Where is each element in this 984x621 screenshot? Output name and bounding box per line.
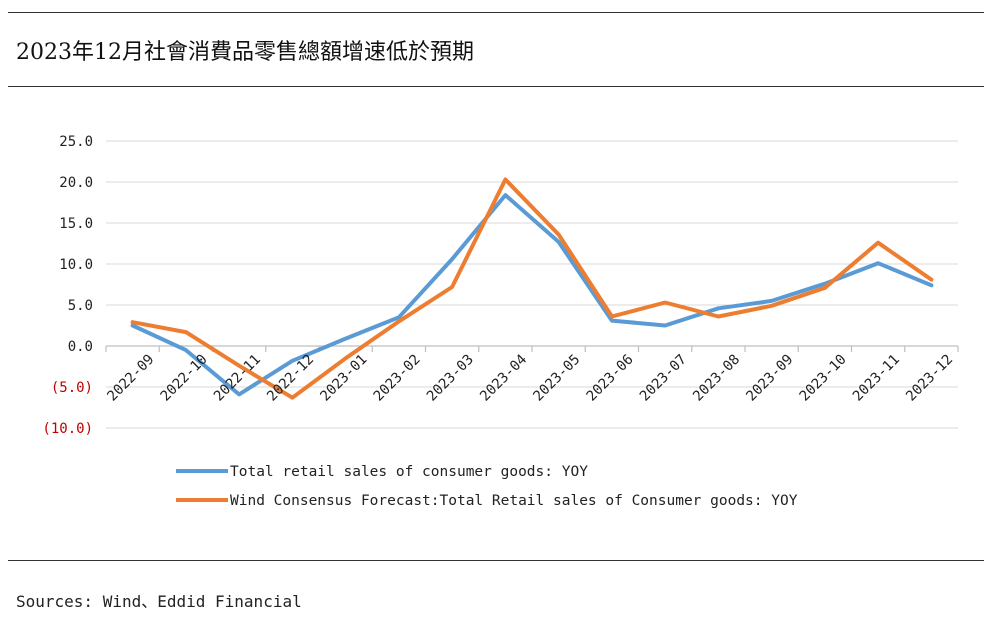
x-tick-label: 2023-02: [371, 352, 424, 405]
x-tick-label: 2023-05: [530, 352, 583, 405]
x-tick-label: 2022-10: [158, 352, 211, 405]
top-rule: [8, 12, 984, 13]
y-tick-label: 25.0: [59, 134, 93, 150]
series-lines: [130, 177, 934, 400]
x-tick-label: 2023-12: [903, 352, 956, 405]
x-tick-label: 2023-03: [424, 352, 477, 405]
y-tick-label: 0.0: [68, 339, 93, 355]
legend-label-2: Wind Consensus Forecast:Total Retail sal…: [230, 493, 798, 509]
y-tick-label: (5.0): [51, 380, 93, 396]
series-line-2: [130, 177, 934, 400]
source-note: Sources: Wind、Eddid Financial: [16, 592, 302, 611]
x-axis: [105, 345, 959, 352]
x-tick-label: 2023-06: [584, 352, 637, 405]
legend: Total retail sales of consumer goods: YO…: [176, 464, 798, 509]
x-tick-label: 2023-07: [637, 352, 690, 405]
y-tick-label: 5.0: [68, 298, 93, 314]
series-line-1: [130, 193, 934, 397]
x-tick-label: 2022-09: [104, 352, 157, 405]
y-tick-label: 15.0: [59, 216, 93, 232]
x-tick-label: 2023-04: [477, 352, 530, 405]
bottom-rule: [8, 560, 984, 561]
legend-label-1: Total retail sales of consumer goods: YO…: [230, 464, 588, 480]
x-tick-label: 2023-09: [743, 352, 796, 405]
y-tick-label: 10.0: [59, 257, 93, 273]
y-tick-label: 20.0: [59, 175, 93, 191]
title-rule: [8, 86, 984, 87]
x-tick-label: 2023-10: [797, 352, 850, 405]
y-tick-label: (10.0): [42, 421, 93, 437]
chart-title: 2023年12月社會消費品零售總額增速低於預期: [16, 40, 474, 65]
x-tick-label: 2023-08: [690, 352, 743, 405]
y-axis-ticks: 25.0 20.0 15.0 10.0 5.0 0.0 (5.0) (10.0): [42, 134, 93, 437]
x-tick-label: 2023-11: [850, 352, 903, 405]
line-chart: 25.0 20.0 15.0 10.0 5.0 0.0 (5.0) (10.0) 2022-0…: [42, 134, 959, 509]
